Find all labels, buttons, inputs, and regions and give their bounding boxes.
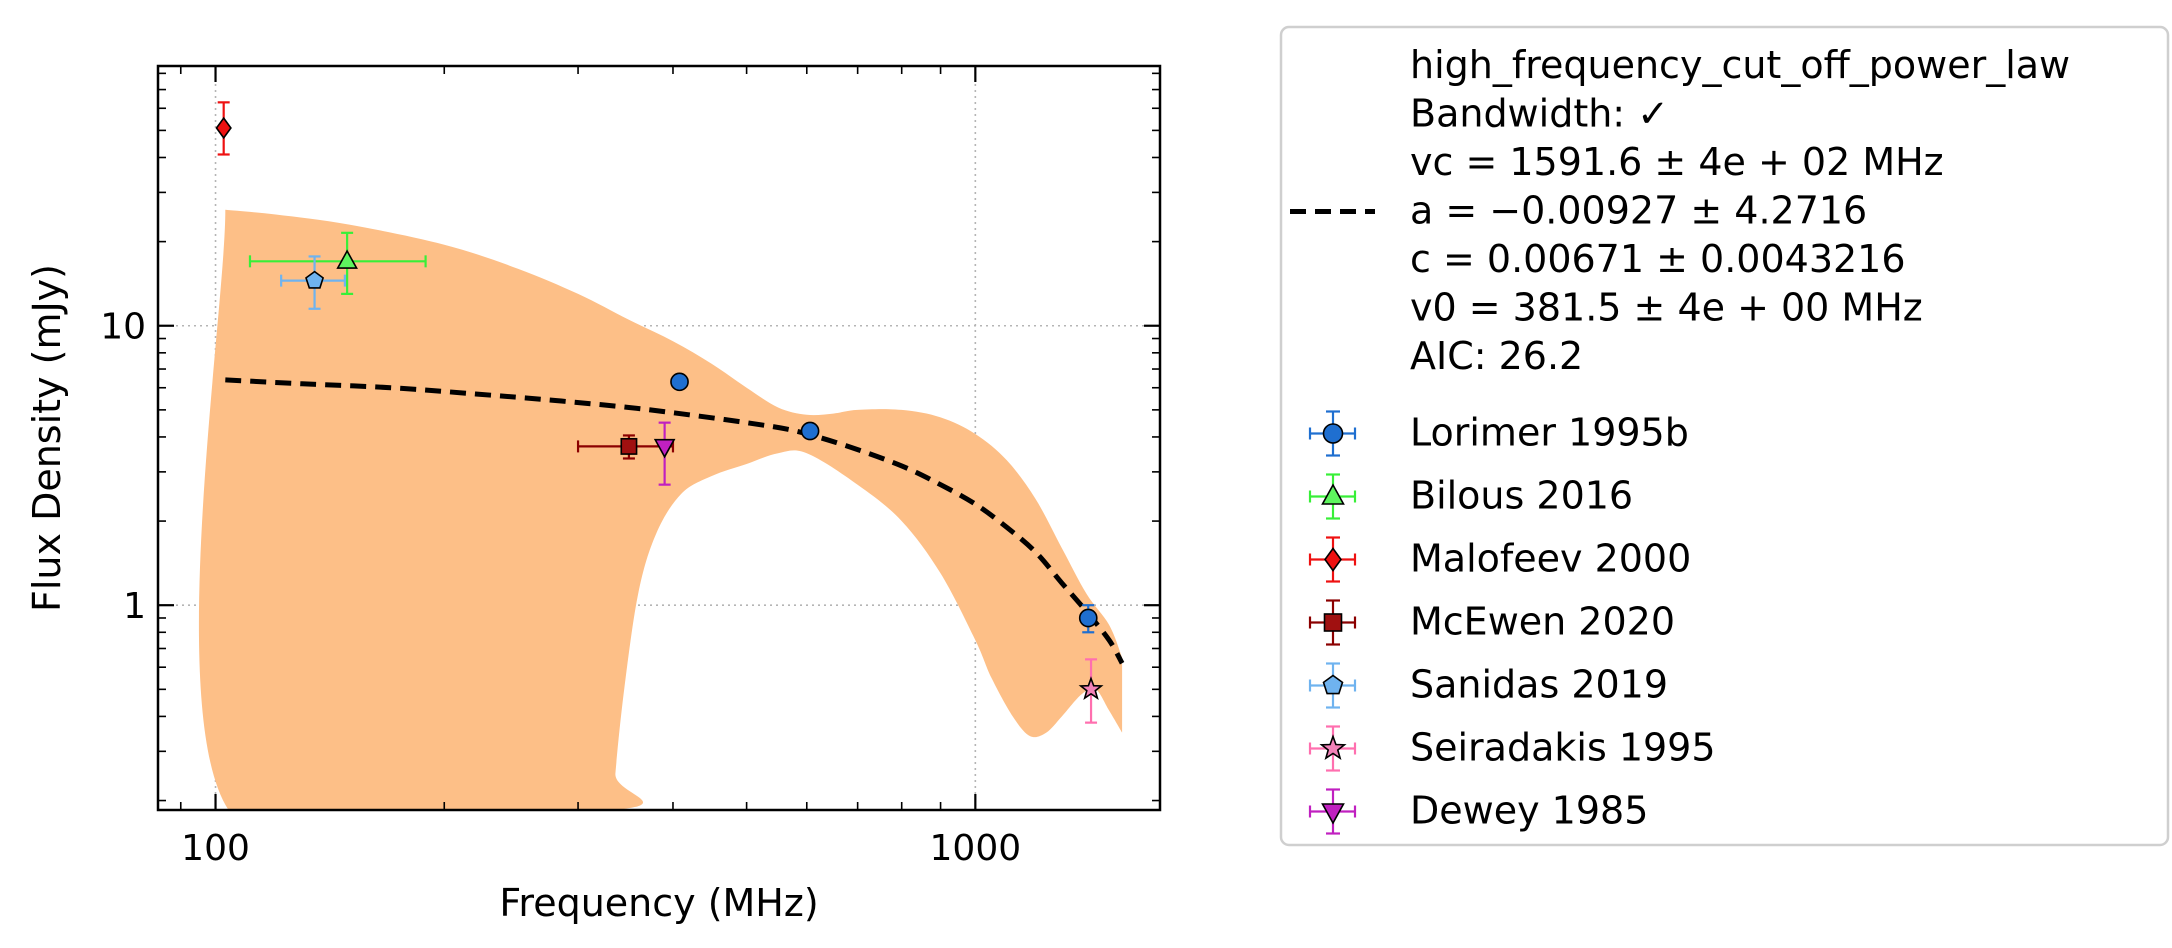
legend-marker-pentagon [1322,674,1344,695]
fit-curve [225,377,1125,665]
legend-marker-triangle [1321,483,1345,505]
data-points [215,101,1104,724]
data-point-triangle_down [653,421,676,486]
x-tick-label: 100 [181,828,250,869]
y-tick-label: 10 [100,307,146,348]
plot-frame [156,64,1162,812]
legend-fit-line: a = −0.00927 ± 4.2716 [1410,189,1867,233]
legend-fit-line: Bandwidth: ✓ [1410,92,1669,136]
data-point-square [576,434,675,460]
legend-fit-line: c = 0.00671 ± 0.0043216 [1410,237,1906,281]
legend-label: Malofeev 2000 [1410,537,1691,581]
marker-circle [1078,608,1098,628]
legend-entry: Sanidas 2019 [1308,662,1668,709]
marker-circle [800,421,820,441]
legend-label: Bilous 2016 [1410,474,1633,518]
x-tick-label: 1000 [930,828,1022,869]
legend-fit-line: v0 = 381.5 ± 4e + 00 MHz [1410,286,1923,330]
legend-label: Seiradakis 1995 [1410,726,1716,770]
marker-triangle [336,249,358,269]
marker-pentagon [305,270,325,289]
legend-fit-line: vc = 1591.6 ± 4e + 02 MHz [1410,140,1944,184]
y-axis-label: Flux Density (mJy) [25,264,69,612]
legend-entry: Malofeev 2000 [1308,536,1691,583]
legend-marker-circle [1322,423,1344,444]
legend: high_frequency_cut_off_power_law Bandwidt… [1279,25,2170,847]
x-axis-label: Frequency (MHz) [499,881,818,925]
marker-diamond [215,116,232,140]
legend-marker-triangle_down [1321,803,1345,825]
marker-star [1078,676,1104,701]
legend-label: Sanidas 2019 [1410,663,1668,707]
tick-labels: 100 1000 1 10 [100,307,1021,869]
data-point-triangle [248,231,427,295]
marker-circle [670,372,689,392]
legend-label: Lorimer 1995b [1410,411,1689,455]
legend-label: McEwen 2020 [1410,600,1675,644]
legend-marker-diamond [1324,547,1342,572]
legend-marker-star [1319,734,1347,761]
legend-entry: Seiradakis 1995 [1308,725,1716,772]
fit-curve-line [225,377,1125,665]
legend-entry: Lorimer 1995b [1308,410,1689,457]
marker-triangle_down [653,438,676,459]
legend-box [1279,25,2170,847]
data-point-circle [1078,604,1098,634]
axis-ticks [158,66,1160,810]
legend-label: Dewey 1985 [1410,789,1648,833]
legend-fit-line: high_frequency_cut_off_power_law [1410,43,2070,87]
data-point-circle [800,421,820,441]
uncertainty-band-area [198,209,1123,810]
legend-marker-square [1323,613,1343,632]
y-tick-label: 1 [123,586,146,627]
data-point-circle [670,372,689,392]
fit-uncertainty-band [198,209,1123,810]
legend-entry: McEwen 2020 [1308,599,1675,646]
data-point-pentagon [280,255,346,310]
data-point-star [1078,658,1104,724]
data-point-diamond [215,101,232,156]
legend-entry: Dewey 1985 [1308,788,1648,835]
marker-square [620,437,638,455]
legend-entry: Bilous 2016 [1308,473,1633,520]
legend-fit-line: AIC: 26.2 [1410,334,1583,378]
